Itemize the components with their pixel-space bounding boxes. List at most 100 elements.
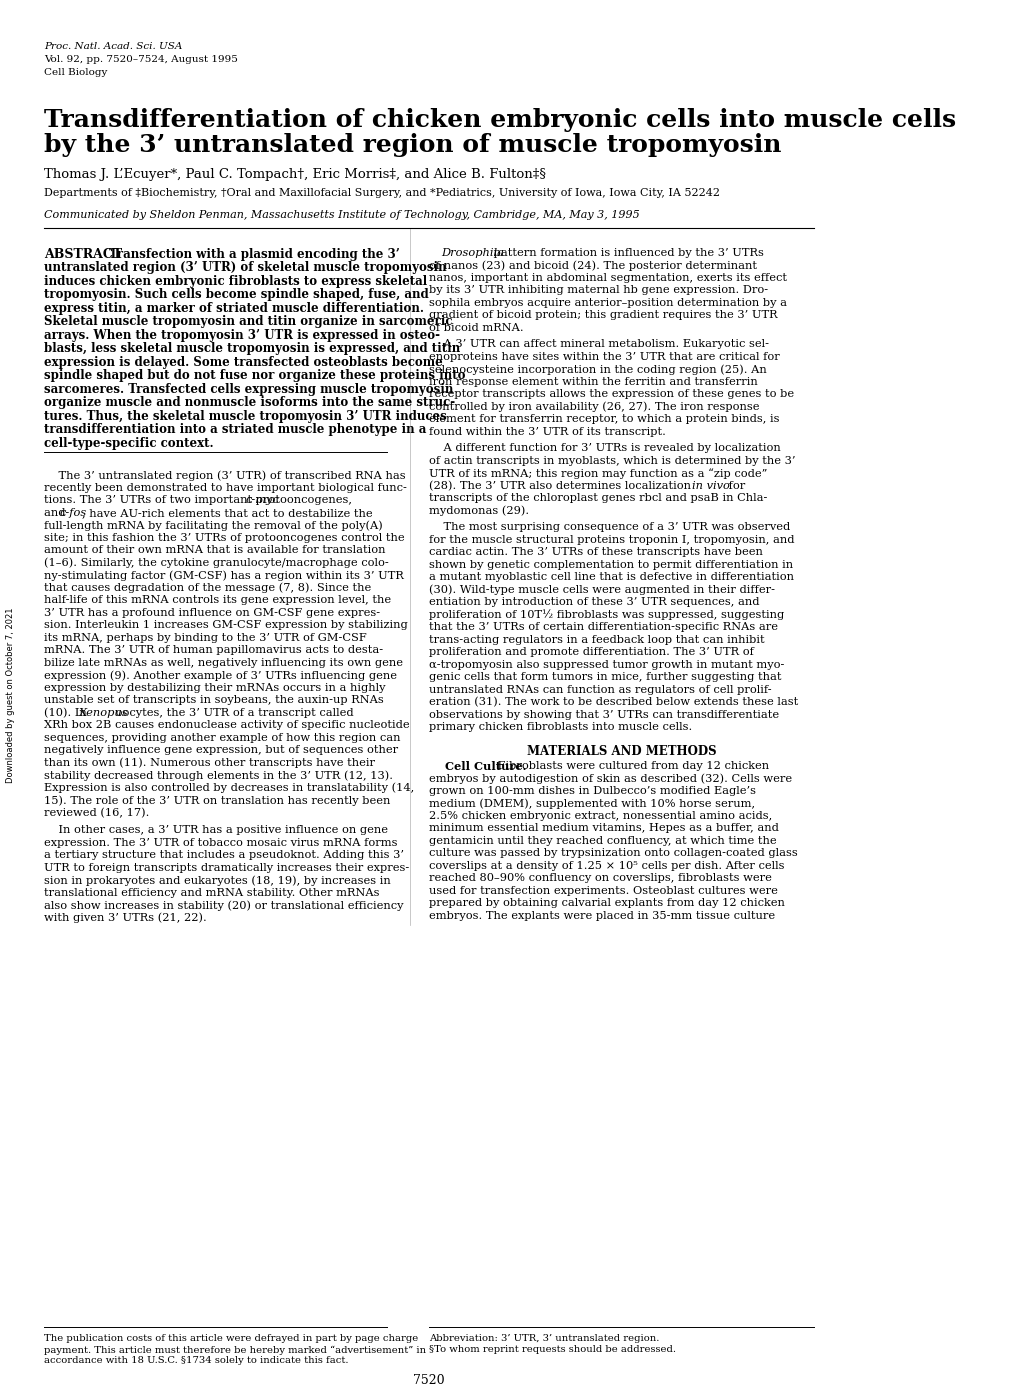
Text: A different function for 3’ UTRs is revealed by localization: A different function for 3’ UTRs is reve… [429,444,780,453]
Text: trans-acting regulators in a feedback loop that can inhibit: trans-acting regulators in a feedback lo… [429,634,764,644]
Text: mydomonas (29).: mydomonas (29). [429,506,529,516]
Text: culture was passed by trypsinization onto collagen-coated glass: culture was passed by trypsinization ont… [429,849,797,858]
Text: also show increases in stability (20) or translational efficiency: also show increases in stability (20) or… [44,900,403,911]
Text: organize muscle and nonmuscle isoforms into the same struc-: organize muscle and nonmuscle isoforms i… [44,396,454,409]
Text: in vivo: in vivo [691,481,729,491]
Text: MATERIALS AND METHODS: MATERIALS AND METHODS [527,744,715,758]
Text: untranslated region (3’ UTR) of skeletal muscle tropomyosin: untranslated region (3’ UTR) of skeletal… [44,262,446,274]
Text: sion. Interleukin 1 increases GM-CSF expression by stabilizing: sion. Interleukin 1 increases GM-CSF exp… [44,620,408,630]
Text: grown on 100-mm dishes in Dulbecco’s modified Eagle’s: grown on 100-mm dishes in Dulbecco’s mod… [429,786,755,796]
Text: Cell Biology: Cell Biology [44,68,107,77]
Text: receptor transcripts allows the expression of these genes to be: receptor transcripts allows the expressi… [429,389,794,399]
Text: §To whom reprint requests should be addressed.: §To whom reprint requests should be addr… [429,1345,676,1355]
Text: gradient of bicoid protein; this gradient requires the 3’ UTR: gradient of bicoid protein; this gradien… [429,310,776,320]
Text: shown by genetic complementation to permit differentiation in: shown by genetic complementation to perm… [429,559,793,570]
Text: expression is delayed. Some transfected osteoblasts become: expression is delayed. Some transfected … [44,356,442,369]
Text: entiation by introduction of these 3’ UTR sequences, and: entiation by introduction of these 3’ UT… [429,597,759,608]
Text: In other cases, a 3’ UTR has a positive influence on gene: In other cases, a 3’ UTR has a positive … [44,825,387,835]
Text: negatively influence gene expression, but of sequences other: negatively influence gene expression, bu… [44,746,397,755]
Text: 15). The role of the 3’ UTR on translation has recently been: 15). The role of the 3’ UTR on translati… [44,796,389,805]
Text: unstable set of transcripts in soybeans, the auxin-up RNAs: unstable set of transcripts in soybeans,… [44,696,383,705]
Text: for the muscle structural proteins troponin I, tropomyosin, and: for the muscle structural proteins tropo… [429,534,794,545]
Text: of nanos (23) and bicoid (24). The posterior determinant: of nanos (23) and bicoid (24). The poste… [429,260,756,271]
Text: embryos. The explants were placed in 35-mm tissue culture: embryos. The explants were placed in 35-… [429,911,774,921]
Text: (30). Wild-type muscle cells were augmented in their differ-: (30). Wild-type muscle cells were augmen… [429,584,774,595]
Text: recently been demonstrated to have important biological func-: recently been demonstrated to have impor… [44,483,407,492]
Text: tropomyosin. Such cells become spindle shaped, fuse, and: tropomyosin. Such cells become spindle s… [44,288,428,302]
Text: Drosophila: Drosophila [441,248,504,257]
Text: Communicated by Sheldon Penman, Massachusetts Institute of Technology, Cambridge: Communicated by Sheldon Penman, Massachu… [44,210,639,220]
Text: c-fos: c-fos [59,508,87,517]
Text: pattern formation is influenced by the 3’ UTRs: pattern formation is influenced by the 3… [490,248,763,257]
Text: amount of their own mRNA that is available for translation: amount of their own mRNA that is availab… [44,545,385,555]
Text: expression (9). Another example of 3’ UTRs influencing gene: expression (9). Another example of 3’ UT… [44,670,396,680]
Text: minimum essential medium vitamins, Hepes as a buffer, and: minimum essential medium vitamins, Hepes… [429,823,779,833]
Text: Expression is also controlled by decreases in translatability (14,: Expression is also controlled by decreas… [44,783,414,793]
Text: spindle shaped but do not fuse nor organize these proteins into: spindle shaped but do not fuse nor organ… [44,370,465,383]
Text: a tertiary structure that includes a pseudoknot. Adding this 3’: a tertiary structure that includes a pse… [44,850,404,860]
Text: tures. Thus, the skeletal muscle tropomyosin 3’ UTR induces: tures. Thus, the skeletal muscle tropomy… [44,410,446,423]
Text: cell-type-specific context.: cell-type-specific context. [44,437,213,449]
Text: (1–6). Similarly, the cytokine granulocyte/macrophage colo-: (1–6). Similarly, the cytokine granulocy… [44,558,388,569]
Text: Transdifferentiation of chicken embryonic cells into muscle cells: Transdifferentiation of chicken embryoni… [44,108,955,132]
Text: stability decreased through elements in the 3’ UTR (12, 13).: stability decreased through elements in … [44,771,392,780]
Text: α-tropomyosin also suppressed tumor growth in mutant myo-: α-tropomyosin also suppressed tumor grow… [429,659,784,669]
Text: 3’ UTR has a profound influence on GM-CSF gene expres-: 3’ UTR has a profound influence on GM-CS… [44,608,379,618]
Text: than its own (11). Numerous other transcripts have their: than its own (11). Numerous other transc… [44,758,374,768]
Text: mRNA. The 3’ UTR of human papillomavirus acts to desta-: mRNA. The 3’ UTR of human papillomavirus… [44,645,382,655]
Text: The most surprising consequence of a 3’ UTR was observed: The most surprising consequence of a 3’ … [429,522,790,533]
Text: sophila embryos acquire anterior–position determination by a: sophila embryos acquire anterior–positio… [429,298,787,307]
Text: genic cells that form tumors in mice, further suggesting that: genic cells that form tumors in mice, fu… [429,672,781,682]
Text: oocytes, the 3’ UTR of a transcript called: oocytes, the 3’ UTR of a transcript call… [112,708,354,718]
Text: sion in prokaryotes and eukaryotes (18, 19), by increases in: sion in prokaryotes and eukaryotes (18, … [44,875,390,886]
Text: UTR of its mRNA; this region may function as a “zip code”: UTR of its mRNA; this region may functio… [429,469,766,479]
Text: sequences, providing another example of how this region can: sequences, providing another example of … [44,733,399,743]
Text: of bicoid mRNA.: of bicoid mRNA. [429,323,523,332]
Text: ABSTRACT: ABSTRACT [44,248,121,262]
Text: accordance with 18 U.S.C. §1734 solely to indicate this fact.: accordance with 18 U.S.C. §1734 solely t… [44,1356,347,1366]
Text: primary chicken fibroblasts into muscle cells.: primary chicken fibroblasts into muscle … [429,722,692,732]
Text: reached 80–90% confluency on coverslips, fibroblasts were: reached 80–90% confluency on coverslips,… [429,874,771,883]
Text: coverslips at a density of 1.25 × 10⁵ cells per dish. After cells: coverslips at a density of 1.25 × 10⁵ ce… [429,861,784,871]
Text: Skeletal muscle tropomyosin and titin organize in sarcomeric: Skeletal muscle tropomyosin and titin or… [44,316,451,328]
Text: and: and [44,508,69,517]
Text: Proc. Natl. Acad. Sci. USA: Proc. Natl. Acad. Sci. USA [44,42,182,51]
Text: tions. The 3’ UTRs of two important protooncogenes,: tions. The 3’ UTRs of two important prot… [44,495,355,505]
Text: c-myc: c-myc [246,495,279,505]
Text: site; in this fashion the 3’ UTRs of protooncogenes control the: site; in this fashion the 3’ UTRs of pro… [44,533,404,542]
Text: element for transferrin receptor, to which a protein binds, is: element for transferrin receptor, to whi… [429,415,779,424]
Text: controlled by iron availability (26, 27). The iron response: controlled by iron availability (26, 27)… [429,402,759,412]
Text: 2.5% chicken embryonic extract, nonessential amino acids,: 2.5% chicken embryonic extract, nonessen… [429,811,771,821]
Text: eration (31). The work to be described below extends these last: eration (31). The work to be described b… [429,697,798,708]
Text: Cell Culture.: Cell Culture. [429,761,526,772]
Text: translational efficiency and mRNA stability. Other mRNAs: translational efficiency and mRNA stabil… [44,887,379,897]
Text: selenocysteine incorporation in the coding region (25). An: selenocysteine incorporation in the codi… [429,364,766,376]
Text: gentamicin until they reached confluency, at which time the: gentamicin until they reached confluency… [429,836,775,846]
Text: medium (DMEM), supplemented with 10% horse serum,: medium (DMEM), supplemented with 10% hor… [429,798,754,808]
Text: proliferation of 10T½ fibroblasts was suppressed, suggesting: proliferation of 10T½ fibroblasts was su… [429,609,784,620]
Text: used for transfection experiments. Osteoblast cultures were: used for transfection experiments. Osteo… [429,886,777,896]
Text: transcripts of the chloroplast genes rbcl and psaB in Chla-: transcripts of the chloroplast genes rbc… [429,494,766,504]
Text: arrays. When the tropomyosin 3’ UTR is expressed in osteo-: arrays. When the tropomyosin 3’ UTR is e… [44,328,439,342]
Text: XRh box 2B causes endonuclease activity of specific nucleotide: XRh box 2B causes endonuclease activity … [44,721,409,730]
Text: half-life of this mRNA controls its gene expression level, the: half-life of this mRNA controls its gene… [44,595,390,605]
Text: for: for [725,481,745,491]
Text: (28). The 3’ UTR also determines localization: (28). The 3’ UTR also determines localiz… [429,481,694,491]
Text: its mRNA, perhaps by binding to the 3’ UTR of GM-CSF: its mRNA, perhaps by binding to the 3’ U… [44,633,366,643]
Text: Departments of ‡Biochemistry, †Oral and Maxillofacial Surgery, and *Pediatrics, : Departments of ‡Biochemistry, †Oral and … [44,188,719,198]
Text: sarcomeres. Transfected cells expressing muscle tropomyosin: sarcomeres. Transfected cells expressing… [44,383,452,396]
Text: observations by showing that 3’ UTRs can transdifferentiate: observations by showing that 3’ UTRs can… [429,709,779,719]
Text: found within the 3’ UTR of its transcript.: found within the 3’ UTR of its transcrip… [429,427,665,437]
Text: full-length mRNA by facilitating the removal of the poly(A): full-length mRNA by facilitating the rem… [44,520,382,531]
Text: expression. The 3’ UTR of tobacco mosaic virus mRNA forms: expression. The 3’ UTR of tobacco mosaic… [44,837,396,847]
Text: iron response element within the ferritin and transferrin: iron response element within the ferriti… [429,377,757,387]
Text: transdifferentiation into a striated muscle phenotype in a: transdifferentiation into a striated mus… [44,423,426,437]
Text: cardiac actin. The 3’ UTRs of these transcripts have been: cardiac actin. The 3’ UTRs of these tran… [429,547,762,558]
Text: with given 3’ UTRs (21, 22).: with given 3’ UTRs (21, 22). [44,912,206,924]
Text: The 3’ untranslated region (3’ UTR) of transcribed RNA has: The 3’ untranslated region (3’ UTR) of t… [44,470,405,481]
Text: embryos by autodigestion of skin as described (32). Cells were: embryos by autodigestion of skin as desc… [429,773,792,783]
Text: that causes degradation of the message (7, 8). Since the: that causes degradation of the message (… [44,583,371,594]
Text: Thomas J. L’Ecuyer*, Paul C. Tompach†, Eric Morris‡, and Alice B. Fulton‡§: Thomas J. L’Ecuyer*, Paul C. Tompach†, E… [44,168,545,181]
Text: UTR to foreign transcripts dramatically increases their expres-: UTR to foreign transcripts dramatically … [44,862,409,872]
Text: The publication costs of this article were defrayed in part by page charge: The publication costs of this article we… [44,1334,418,1344]
